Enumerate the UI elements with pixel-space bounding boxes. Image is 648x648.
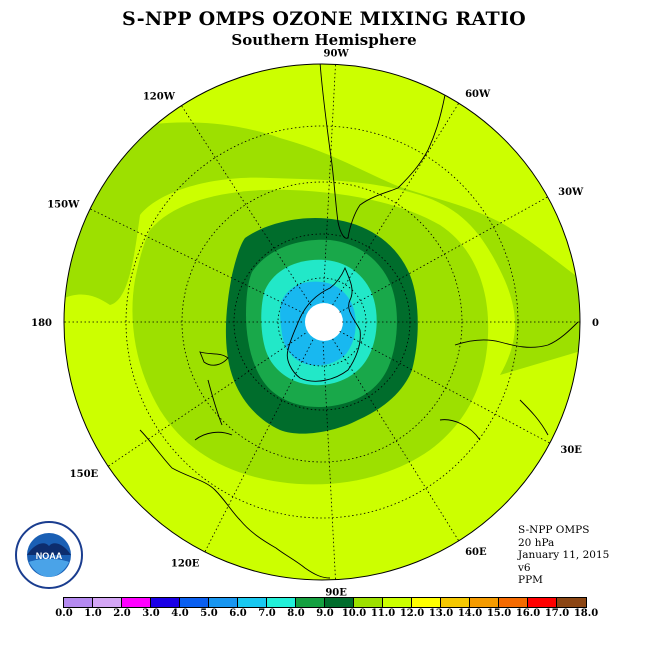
color-scale-tick: 17.0 xyxy=(544,608,570,619)
color-scale-bar xyxy=(63,597,587,608)
units-label: PPM xyxy=(518,574,543,586)
color-swatch xyxy=(354,598,383,607)
color-swatch xyxy=(267,598,296,607)
ozone-field xyxy=(64,64,580,580)
longitude-labels: 90W 60W 30W 0 30E 60E 90E 120E 150E 180 150W 120W xyxy=(31,48,599,598)
color-scale-tick: 3.0 xyxy=(142,608,160,619)
color-scale-tick: 7.0 xyxy=(258,608,276,619)
color-swatch xyxy=(64,598,93,607)
longitude-label: 90W xyxy=(324,48,350,59)
map-subtitle: Southern Hemisphere xyxy=(231,31,417,49)
color-swatch xyxy=(151,598,180,607)
instrument-label: S-NPP OMPS xyxy=(518,524,590,536)
noaa-logo: NOAA xyxy=(15,521,83,589)
longitude-label: 30W xyxy=(558,187,584,198)
south-america-coast xyxy=(319,64,446,239)
color-scale-tick: 16.0 xyxy=(515,608,541,619)
color-scale-tick: 15.0 xyxy=(486,608,512,619)
version-label: v6 xyxy=(518,561,531,574)
color-scale-ticks: 0.0 1.0 2.0 3.0 4.0 5.0 6.0 7.0 8.0 9.0 10.0 11.0 12… xyxy=(0,608,648,622)
color-scale-tick: 5.0 xyxy=(200,608,218,619)
color-scale-tick: 1.0 xyxy=(84,608,102,619)
map-boundary xyxy=(63,63,581,581)
date-label: January 11, 2015 xyxy=(518,549,610,561)
color-scale-tick: 12.0 xyxy=(399,608,425,619)
color-swatch xyxy=(470,598,499,607)
color-scale-tick: 6.0 xyxy=(229,608,247,619)
graticule xyxy=(64,64,580,580)
longitude-label: 60W xyxy=(465,89,491,100)
color-scale-tick: 10.0 xyxy=(341,608,367,619)
longitude-label: 150E xyxy=(70,469,99,480)
longitude-label: 180 xyxy=(31,318,52,329)
svg-text:NOAA: NOAA xyxy=(36,551,63,561)
color-scale-tick: 14.0 xyxy=(457,608,483,619)
longitude-label: 90E xyxy=(325,588,347,599)
color-scale-tick: 11.0 xyxy=(370,608,396,619)
color-swatch xyxy=(557,598,586,607)
ozone-zone-center xyxy=(305,303,343,341)
ozone-zone-high-north xyxy=(64,64,580,275)
color-swatch xyxy=(296,598,325,607)
color-swatch xyxy=(325,598,354,607)
color-scale-tick: 0.0 xyxy=(55,608,73,619)
longitude-label: 120W xyxy=(143,92,176,103)
color-swatch xyxy=(383,598,412,607)
australia-coast xyxy=(139,429,331,579)
longitude-label: 120E xyxy=(171,559,200,570)
longitude-label: 150W xyxy=(47,200,80,211)
longitude-label: 0 xyxy=(592,318,599,329)
antarctica-coast xyxy=(286,266,361,382)
color-swatch xyxy=(180,598,209,607)
color-scale-tick: 13.0 xyxy=(428,608,454,619)
color-swatch xyxy=(122,598,151,607)
color-scale-tick: 9.0 xyxy=(316,608,334,619)
color-swatch xyxy=(93,598,122,607)
map-title: S-NPP OMPS OZONE MIXING RATIO xyxy=(121,8,527,30)
color-swatch xyxy=(412,598,441,607)
color-swatch xyxy=(528,598,557,607)
color-scale-tick: 4.0 xyxy=(171,608,189,619)
color-swatch xyxy=(499,598,528,607)
africa-coast xyxy=(439,321,579,441)
color-swatch xyxy=(209,598,238,607)
color-scale-tick: 2.0 xyxy=(113,608,131,619)
info-block: S-NPP OMPS 20 hPa January 11, 2015 v6 PP… xyxy=(518,524,609,587)
pressure-level: 20 hPa xyxy=(518,536,555,549)
coastlines xyxy=(139,64,579,579)
longitude-label: 60E xyxy=(465,547,487,558)
longitude-label: 30E xyxy=(560,445,582,456)
color-swatch xyxy=(441,598,470,607)
color-swatch xyxy=(238,598,267,607)
color-scale-tick: 18.0 xyxy=(573,608,599,619)
color-scale-tick: 8.0 xyxy=(287,608,305,619)
new-zealand-coast xyxy=(199,351,229,426)
